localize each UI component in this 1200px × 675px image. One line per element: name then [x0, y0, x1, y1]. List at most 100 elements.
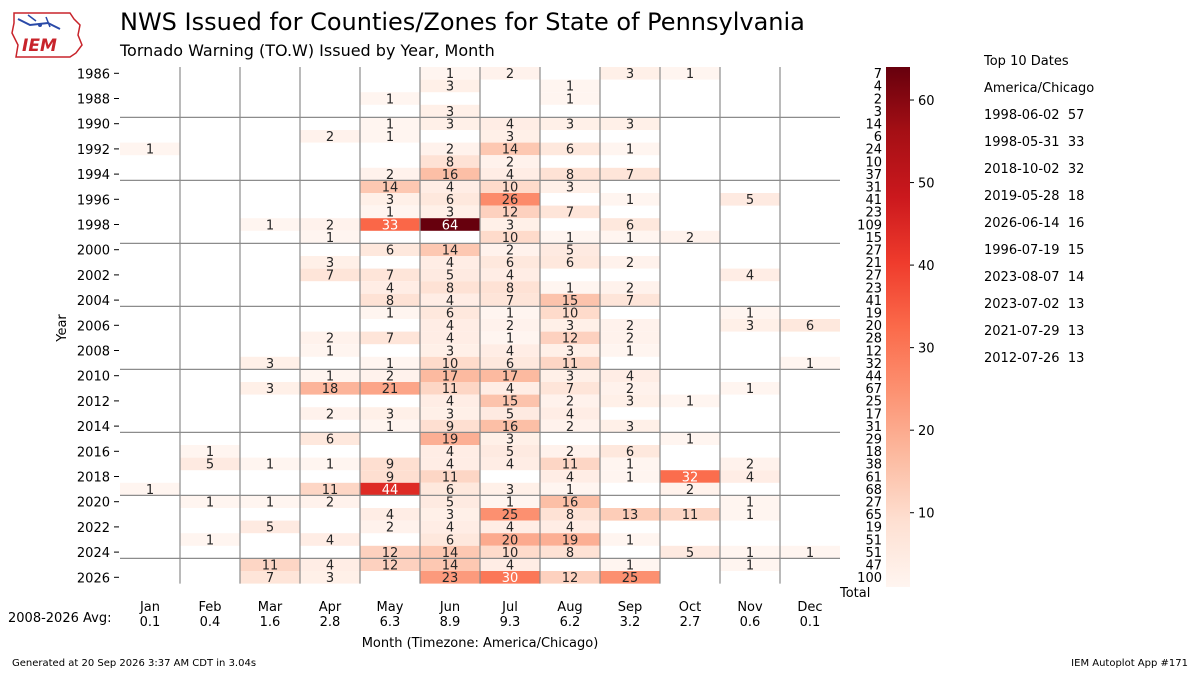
heatmap-cell [420, 268, 480, 282]
cell-value: 1 [506, 496, 514, 511]
heatmap-cell [540, 331, 600, 345]
cell-value: 3 [566, 344, 574, 359]
heatmap-cell [300, 268, 360, 282]
cell-value: 2 [326, 332, 334, 347]
cell-value: 4 [506, 559, 514, 574]
heatmap-cell [300, 457, 360, 471]
heatmap-cell [420, 419, 480, 433]
year-total-value: 28 [865, 332, 882, 347]
cell-value: 12 [562, 571, 579, 586]
cell-value: 21 [382, 382, 399, 397]
cell-value: 2 [566, 420, 574, 435]
cell-value: 16 [502, 420, 519, 435]
heatmap-cell [660, 394, 720, 408]
heatmap-cell [360, 419, 420, 433]
heatmap-cell [540, 520, 600, 534]
cell-value: 4 [446, 458, 454, 473]
cell-value: 7 [566, 206, 574, 221]
cell-value: 3 [566, 370, 574, 385]
heatmap-cell [540, 167, 600, 181]
month-tick-label: Feb [198, 600, 221, 615]
year-tick-label: 2020 [77, 496, 110, 511]
year-total-value: 25 [865, 395, 882, 410]
cell-value: 8 [386, 294, 394, 309]
cell-value: 4 [566, 470, 574, 485]
heatmap-cell [240, 218, 300, 231]
heatmap-cell [600, 369, 660, 382]
year-total-value: 65 [865, 508, 882, 523]
cell-value: 23 [442, 571, 459, 586]
cell-value: 3 [326, 571, 334, 586]
cell-value: 2 [326, 407, 334, 422]
year-total-value: 3 [874, 105, 882, 120]
year-axis: 1986 1988 1990 1992 1994 1996 1998 2000 2002 2004… [77, 67, 119, 586]
cell-value: 4 [506, 458, 514, 473]
cell-value: 12 [502, 206, 519, 221]
heatmap-cell [360, 180, 420, 193]
heatmap-cell [480, 407, 540, 420]
cell-value: 1 [266, 496, 274, 511]
month-tick-label: Jun [439, 600, 460, 615]
year-total-value: 41 [865, 294, 882, 309]
cell-value: 6 [506, 357, 514, 372]
cell-value: 1 [386, 357, 394, 372]
cell-value: 25 [502, 508, 519, 523]
heatmap-cell [420, 205, 480, 219]
top10-entry: 1998-06-02 57 [984, 108, 1085, 123]
year-total-value: 19 [865, 521, 882, 536]
heatmap-cell [360, 356, 420, 370]
heatmap-cell [540, 419, 600, 433]
colorbar-tick-label: 30 [918, 342, 935, 357]
cell-value: 4 [506, 344, 514, 359]
year-tick-label: 2026 [77, 571, 110, 586]
month-tick-label: Apr [319, 600, 342, 615]
heatmap-cell [360, 167, 420, 181]
cell-value: 2 [386, 521, 394, 536]
cell-value: 1 [626, 193, 634, 208]
heatmap-cell [420, 382, 480, 395]
year-tick-label: 1996 [77, 193, 110, 208]
cell-value: 1 [626, 533, 634, 548]
heatmap-cell [720, 306, 780, 319]
iowa-state-outline-icon: IEM [11, 12, 83, 58]
cell-value: 8 [506, 281, 514, 296]
heatmap-cell [480, 218, 540, 231]
cell-value: 2 [566, 445, 574, 460]
heatmap-cell [420, 545, 480, 559]
top10-entry: 2019-05-28 18 [984, 189, 1085, 204]
heatmap-cell [360, 407, 420, 420]
cell-value: 3 [626, 67, 634, 82]
year-tick-label: 2022 [77, 521, 110, 536]
top10-entry: 1998-05-31 33 [984, 135, 1085, 150]
cell-value: 3 [386, 407, 394, 422]
cell-value: 10 [442, 357, 459, 372]
colorbar-tick-label: 10 [918, 507, 935, 522]
heatmap-cell [600, 281, 660, 294]
heatmap-cell [420, 558, 480, 571]
year-total-value: 100 [857, 571, 882, 586]
month-tick-label: Jul [501, 600, 518, 615]
total-label: Total [839, 586, 870, 601]
top10-title: Top 10 Dates [984, 54, 1069, 69]
heatmap-cell [300, 256, 360, 269]
month-tick-label: Aug [557, 600, 582, 615]
cell-value: 4 [446, 181, 454, 196]
cell-value: 1 [626, 458, 634, 473]
heatmap-cell [420, 281, 480, 294]
cell-value: 5 [746, 193, 754, 208]
cell-value: 44 [382, 483, 399, 498]
cell-value: 4 [446, 294, 454, 309]
cell-value: 10 [502, 546, 519, 561]
year-total-value: 27 [865, 496, 882, 511]
month-average-value: 0.1 [140, 615, 161, 630]
heatmap-cell [360, 117, 420, 130]
cell-value: 15 [502, 395, 519, 410]
heatmap-cell [480, 344, 540, 357]
heatmap-cell [240, 382, 300, 395]
heatmap-cell [360, 281, 420, 294]
heatmap-cell [300, 369, 360, 382]
month-average-value: 9.3 [500, 615, 521, 630]
year-total-value: 23 [865, 281, 882, 296]
cell-value: 11 [442, 470, 459, 485]
